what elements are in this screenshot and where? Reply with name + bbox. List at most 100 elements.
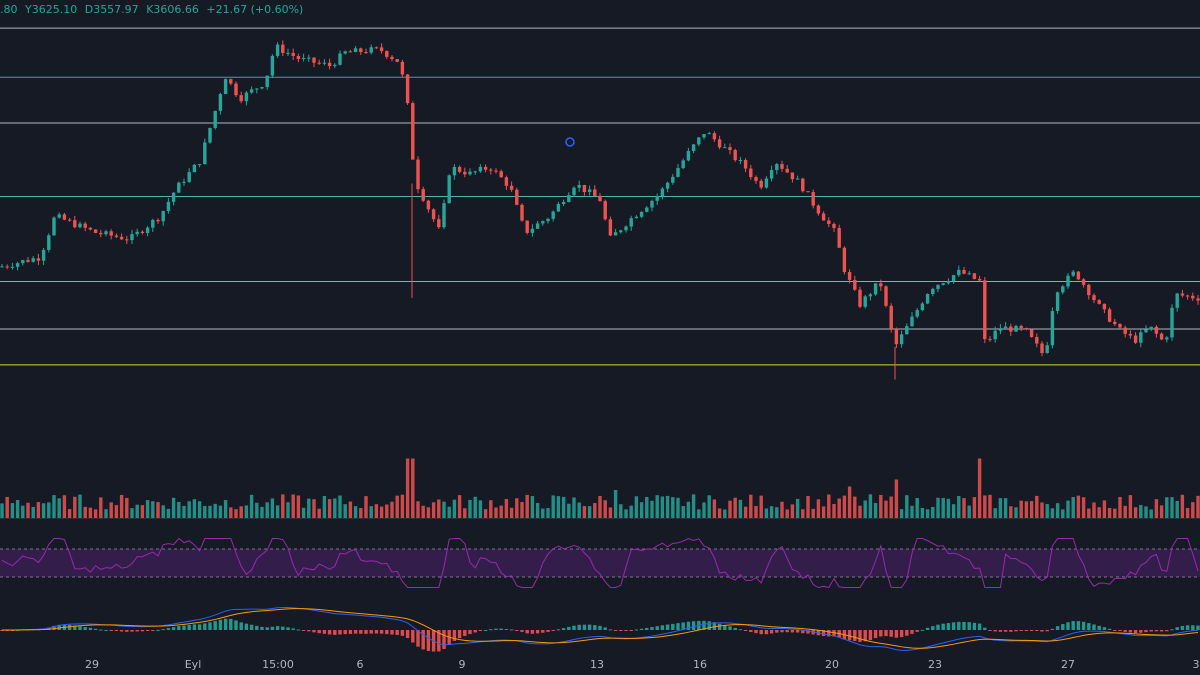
macd-histogram-bar [421,630,425,650]
volume-bar [915,497,919,518]
volume-bar [541,508,545,518]
volume-bar [57,498,61,518]
volume-bar [67,509,72,518]
macd-histogram-bar [655,626,659,630]
candle [525,220,529,235]
candle [26,257,30,263]
candle [322,59,327,66]
volume-bar [613,490,618,518]
volume-bar [31,506,35,518]
candle [613,229,618,236]
macd-histogram-bar [52,625,56,630]
candle [400,59,405,78]
macd-histogram-bar [1107,628,1112,630]
macd-histogram-bar [509,629,514,631]
candle [541,220,545,226]
volume-bar [182,505,186,518]
candle [213,110,217,130]
macd-histogram-bar [343,630,347,635]
candle [707,131,711,135]
candle [1165,336,1169,343]
volume-bar [270,498,275,518]
x-tick-label: 16 [693,658,707,671]
macd-histogram-bar [374,630,379,634]
macd-histogram-bar [608,629,613,631]
volume-bar [879,494,883,518]
volume-bar [1196,495,1200,518]
volume-bar [1009,506,1013,518]
candle [1050,307,1055,349]
candle [567,192,571,203]
macd-histogram-bar [1055,626,1060,630]
macd-histogram-bar [619,630,623,631]
volume-bar [437,499,441,518]
volume-bar [1040,502,1044,518]
volume-bar [1071,497,1075,518]
macd-histogram-bar [1149,630,1153,632]
volume-bar [863,500,867,518]
candle [650,199,654,212]
macd-histogram-bar [499,628,503,630]
volume-bar [738,499,743,518]
drawing-anchor-icon[interactable] [565,137,575,147]
volume-bar [281,494,285,518]
macd-histogram-bar [213,621,217,630]
candle [296,53,301,63]
candle [535,220,540,230]
macd-histogram-bar [515,630,519,631]
candle [15,261,20,271]
volume-bar [702,502,706,518]
candle [1061,285,1065,295]
candle [166,197,171,214]
candle [1107,307,1112,323]
candle [135,228,139,237]
x-tick-label: 13 [590,658,604,671]
volume-bar [1154,499,1159,518]
macd-histogram-bar [676,623,680,630]
macd-histogram-bar [821,630,826,636]
candle [499,169,503,178]
candle [1009,323,1013,337]
candle [681,158,685,170]
macd-histogram-bar [1180,625,1185,630]
support-resistance-levels [0,27,1200,366]
candle [197,163,202,168]
candle [348,49,353,53]
candle [489,167,493,175]
candle [520,203,524,222]
volume-bar [587,506,592,518]
macd-histogram-bar [593,625,597,630]
macd-histogram-bar [312,630,316,633]
macd-histogram-bar [1003,630,1008,632]
candle [182,178,186,186]
macd-histogram-bar [535,630,540,634]
volume-bar [899,509,904,518]
macd-histogram-bar [988,630,992,631]
volume-bar [1066,500,1070,518]
macd-histogram-bar [691,621,696,630]
candle [312,57,316,68]
volume-bar [634,496,639,518]
volume-bar [743,506,748,518]
volume-bar [151,501,155,518]
volume-bar [208,505,212,518]
candle [416,156,420,194]
volume-bar [811,508,815,518]
candle [1014,324,1018,332]
candle [41,247,46,266]
volume-bar [577,502,581,518]
candle [405,74,410,105]
candle [1035,333,1039,348]
volume-bar [390,501,394,518]
candle [915,308,919,319]
macd-histogram-bar [1087,623,1091,630]
macd-histogram-bar [972,622,977,630]
volume-bar [307,498,311,518]
candle [379,43,384,54]
volume-bar [457,495,462,518]
macd-histogram-bar [1165,630,1169,632]
macd-histogram-bar [1061,624,1065,630]
candle [853,275,857,291]
candle [821,211,826,221]
